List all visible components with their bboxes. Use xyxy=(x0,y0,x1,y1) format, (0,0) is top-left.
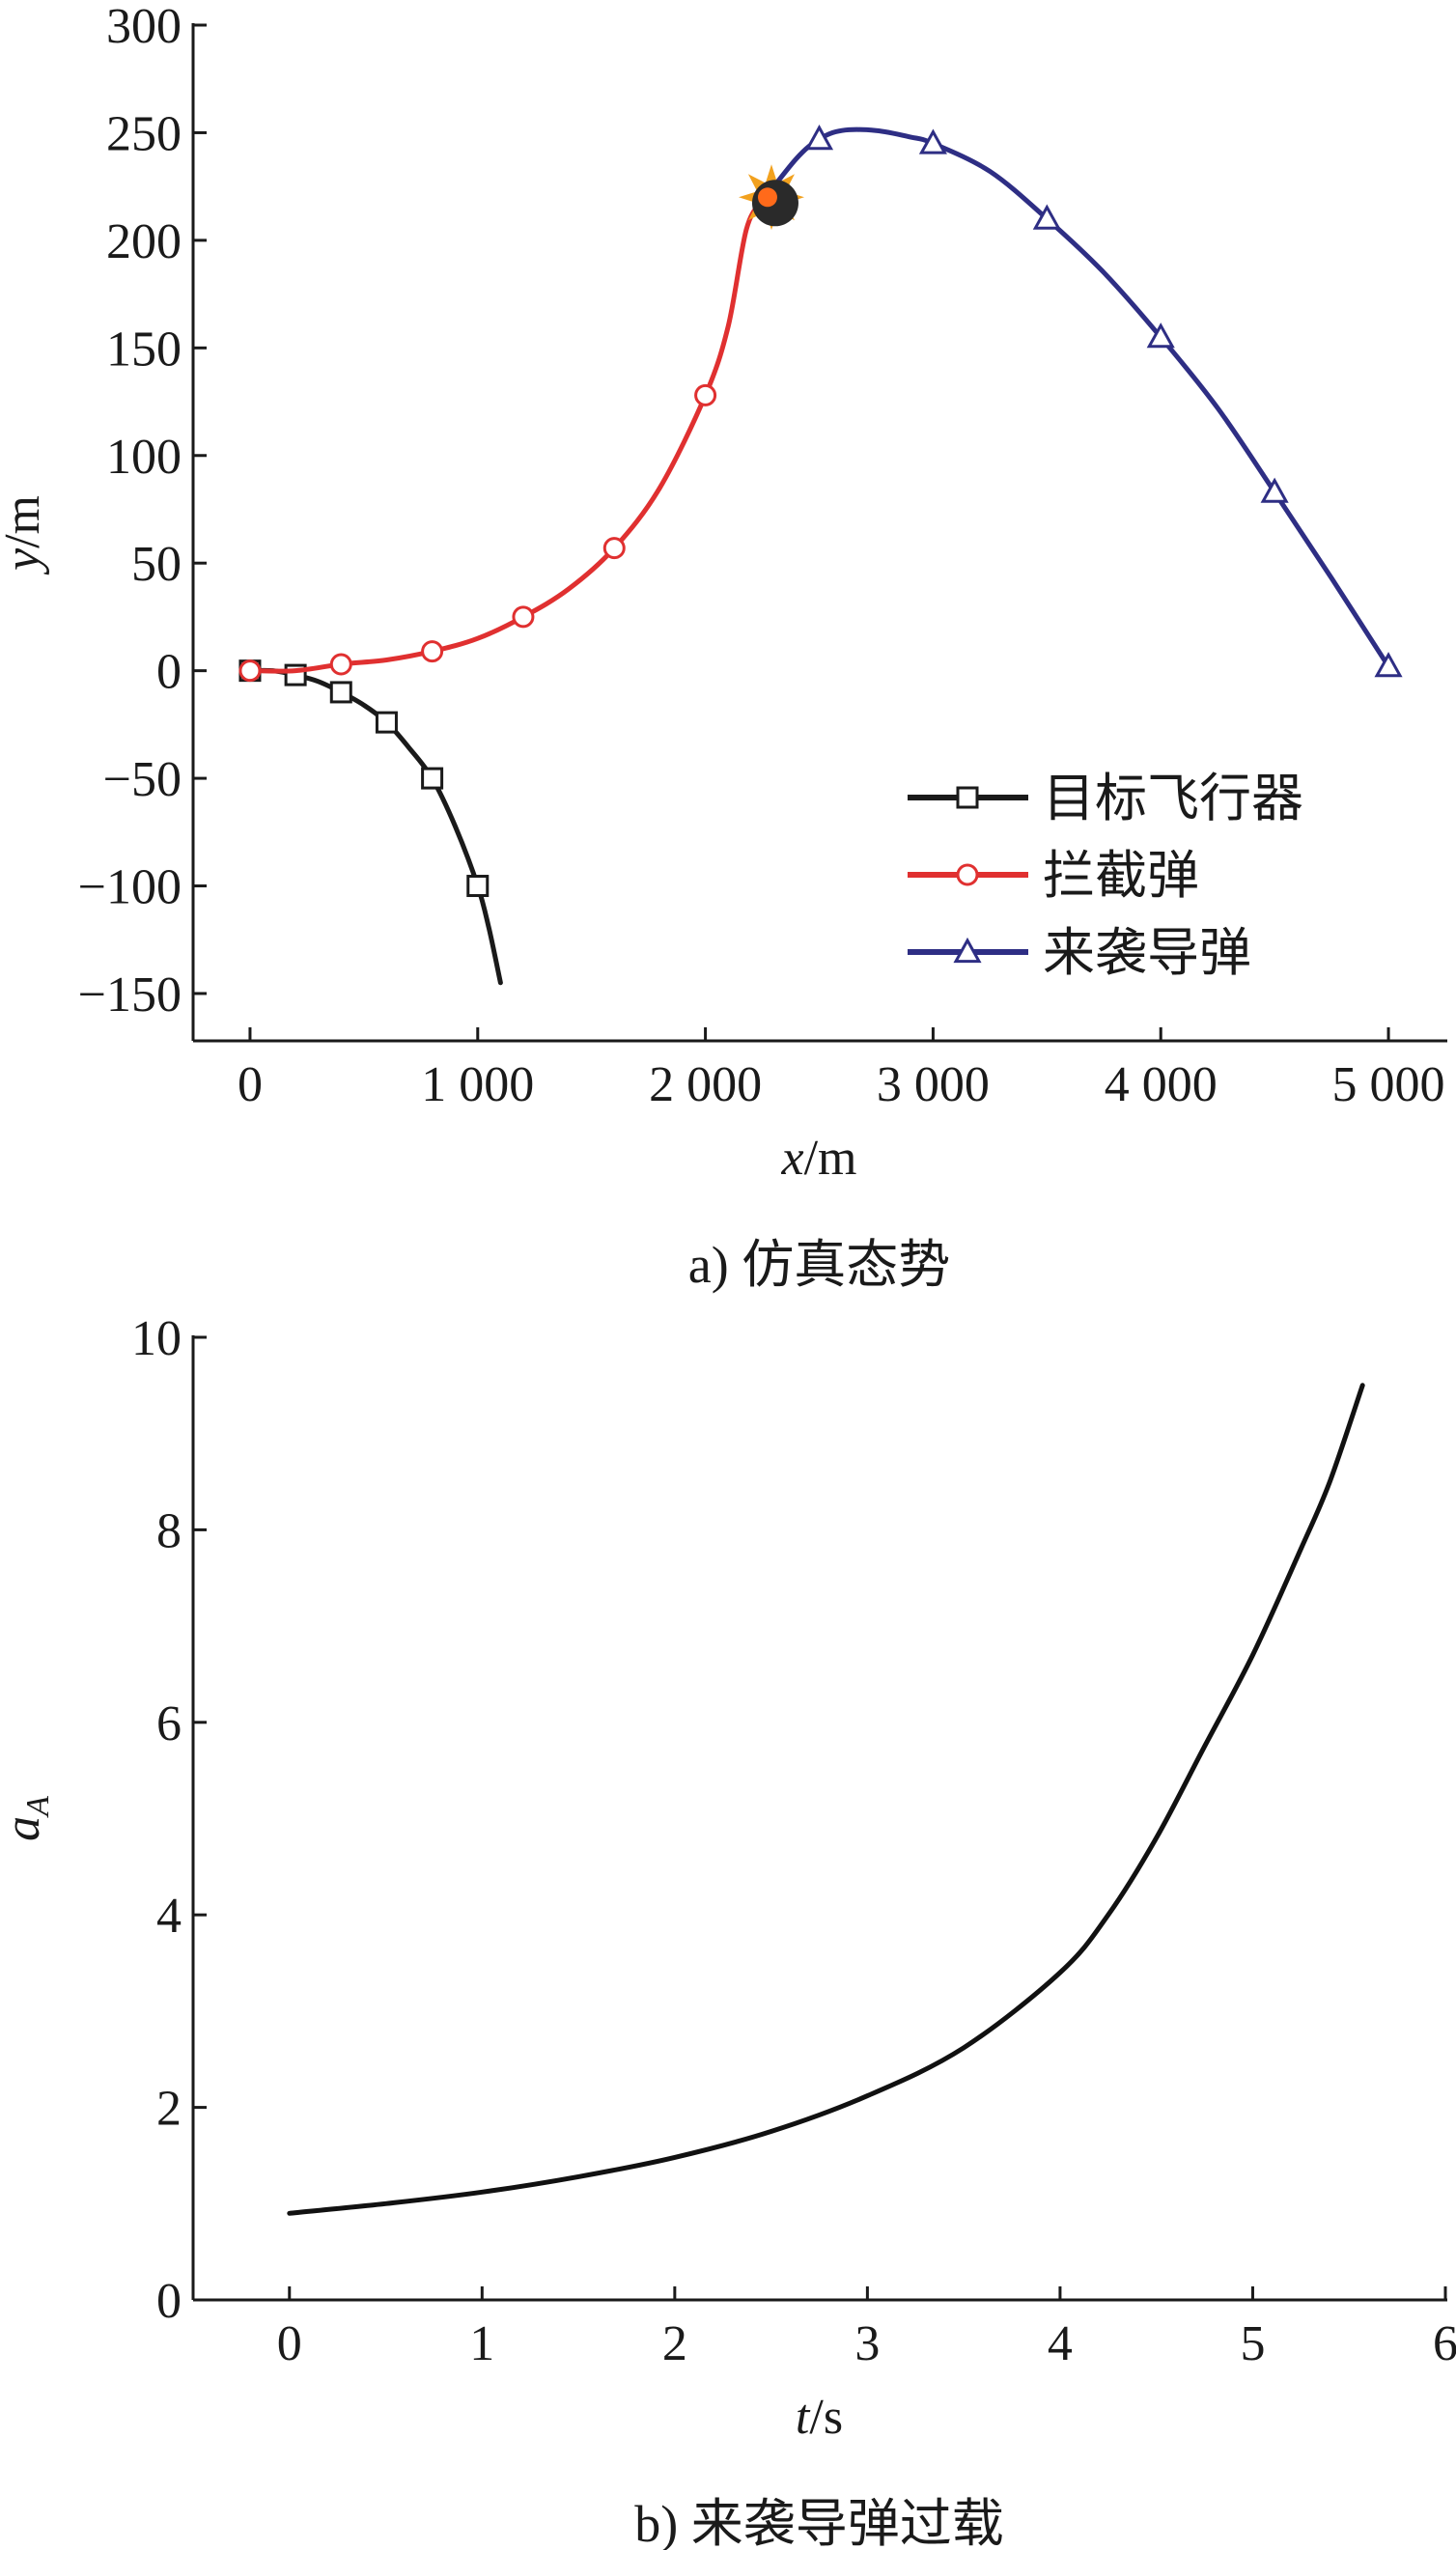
series-2-marker xyxy=(1146,322,1175,349)
series-line-2 xyxy=(760,126,1391,669)
x-tick-label: 4 xyxy=(1048,2316,1073,2371)
x-tick-label: 1 000 xyxy=(421,1057,534,1112)
series-2-marker xyxy=(1374,652,1403,678)
x-tick-label: 6 xyxy=(1433,2316,1456,2371)
explosion-core xyxy=(757,187,777,208)
y-tick-label: 300 xyxy=(106,0,182,54)
x-tick-label: 4 000 xyxy=(1105,1057,1218,1112)
series-line-1 xyxy=(247,190,776,674)
y-tick-label: 4 xyxy=(156,1889,182,1944)
y-axis-var: a xyxy=(0,1816,50,1841)
legend-label-1: 拦截弹 xyxy=(1043,845,1199,906)
series-1-marker xyxy=(512,605,535,629)
legend-label-0: 目标飞行器 xyxy=(1043,768,1303,828)
x-tick-label: 1 xyxy=(469,2316,494,2371)
chart-a: −150 −100 −50 0 50 100 150 200 250 300 0 1 000 2 000… xyxy=(0,0,1447,1294)
chart-caption: a) 仿真态势 xyxy=(688,1236,950,1294)
series-1-marker xyxy=(238,659,262,683)
series-0-marker xyxy=(421,767,444,790)
x-axis-label: x/m xyxy=(781,1131,857,1186)
x-axis-var: x xyxy=(781,1131,804,1186)
y-tick-label: 8 xyxy=(156,1503,182,1558)
legend-marker-0 xyxy=(956,786,979,809)
x-axis-unit: /s xyxy=(809,2390,843,2445)
y-tick-label: 10 xyxy=(131,1311,182,1366)
series-0-marker xyxy=(466,875,490,898)
legend-marker-1 xyxy=(956,863,979,886)
series-1-marker xyxy=(602,537,626,560)
y-axis-unit: /m xyxy=(0,495,50,548)
x-tick-label: 5 xyxy=(1240,2316,1265,2371)
y-axis-subscript: A xyxy=(20,1796,56,1818)
series-line-0 xyxy=(287,1383,1365,2216)
x-axis-unit: /m xyxy=(804,1131,857,1186)
series-2-marker xyxy=(1260,477,1289,503)
y-tick-label: 50 xyxy=(131,537,182,592)
x-tick-label: 0 xyxy=(277,2316,302,2371)
y-tick-label: 200 xyxy=(106,214,182,269)
x-tick-label: 2 xyxy=(662,2316,687,2371)
y-tick-label: 2 xyxy=(156,2082,182,2137)
series-2-marker xyxy=(804,125,834,151)
series-2-marker xyxy=(918,128,947,154)
x-axis-label: t/s xyxy=(796,2390,843,2445)
series-line-0 xyxy=(247,667,503,986)
y-tick-label: −150 xyxy=(78,967,182,1023)
x-tick-label: 5 000 xyxy=(1332,1057,1445,1112)
y-tick-label: −100 xyxy=(78,860,182,915)
y-axis-label: aA xyxy=(0,1796,56,1841)
y-tick-label: 250 xyxy=(106,106,182,161)
x-tick-label: 3 xyxy=(854,2316,880,2371)
x-tick-label: 3 000 xyxy=(877,1057,990,1112)
y-tick-label: 6 xyxy=(156,1696,182,1751)
legend-marker-2 xyxy=(953,937,982,964)
series-0-marker xyxy=(329,681,352,704)
chart-caption: b) 来袭导弹过载 xyxy=(634,2495,1003,2550)
y-tick-label: 150 xyxy=(106,322,182,377)
x-axis-var: t xyxy=(796,2390,811,2445)
y-axis-var: y xyxy=(0,547,50,575)
x-tick-label: 0 xyxy=(238,1057,263,1112)
series-1-marker xyxy=(329,653,352,676)
series-0-marker xyxy=(375,711,398,734)
series-1-marker xyxy=(421,640,444,663)
x-tick-label: 2 000 xyxy=(649,1057,762,1112)
y-tick-label: 100 xyxy=(106,430,182,485)
y-tick-label: 0 xyxy=(156,2274,182,2329)
y-tick-label: −50 xyxy=(103,752,182,807)
legend-label-2: 来袭导弹 xyxy=(1043,922,1251,983)
y-tick-label: 0 xyxy=(156,645,182,700)
y-axis-label: y/m xyxy=(0,495,50,575)
series-1-marker xyxy=(694,383,717,406)
series-2-marker xyxy=(1032,204,1061,230)
